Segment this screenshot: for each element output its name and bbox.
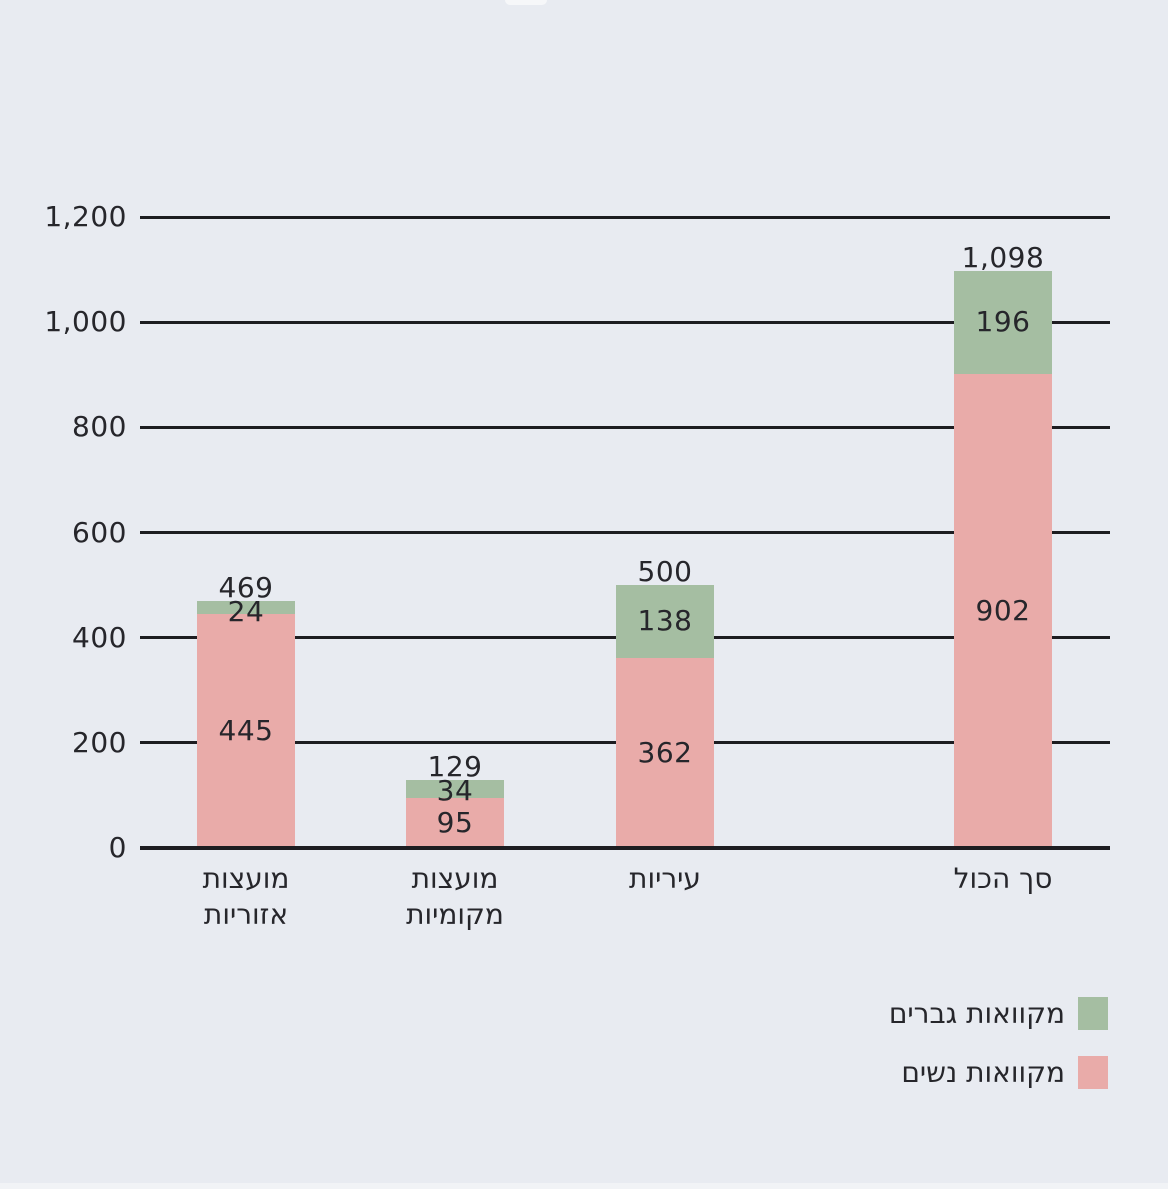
bar-women-value-label: 445 (218, 714, 274, 747)
x-axis-category-label: עיריות (629, 862, 701, 895)
bar-women-value-label: 902 (975, 593, 1031, 627)
bar-women-value-label: 362 (637, 735, 693, 769)
legend-label-women: מקוואות נשים (901, 1056, 1065, 1089)
bar-women-value-label: 95 (436, 806, 474, 840)
gridline-800 (140, 425, 1110, 429)
bar-segment-women-1 (406, 798, 504, 848)
gridline-600 (140, 531, 1110, 534)
x-axis-baseline (140, 846, 1110, 850)
bar-segment-women-2 (616, 657, 714, 848)
legend-swatch-women-icon (1078, 1056, 1108, 1089)
x-axis-category-label: סך הכול (953, 862, 1053, 895)
cropped-element-top (505, 0, 547, 5)
gridline-1000 (140, 320, 1110, 324)
bar-segment-men-0 (197, 601, 295, 614)
bar-segment-men-3 (954, 270, 1052, 374)
bar-total-label: 469 (218, 571, 274, 605)
bar-men-value-label: 24 (227, 595, 265, 629)
bar-segment-women-0 (197, 614, 295, 848)
y-axis-tick-label: 1,200 (44, 200, 127, 233)
bar-men-value-label: 196 (975, 305, 1031, 339)
y-axis-tick-label: 600 (72, 515, 127, 549)
bar-segment-men-1 (406, 780, 504, 799)
cropped-element-bottom (0, 1183, 1168, 1189)
y-axis-tick-label: 0 (108, 831, 127, 864)
gridline-1200 (140, 215, 1110, 219)
bar-segment-women-3 (954, 373, 1052, 848)
legend: מקוואות גברים מקוואות נשים (889, 997, 1108, 1089)
y-axis-tick-label: 200 (72, 725, 127, 759)
x-axis-category-label: מועצות אזוריות (202, 862, 290, 931)
bar-men-value-label: 34 (436, 774, 474, 808)
legend-item-women: מקוואות נשים (901, 1056, 1108, 1089)
y-axis-tick-label: 1,000 (44, 305, 127, 339)
bar-total-label: 500 (637, 555, 693, 589)
bar-total-label: 1,098 (961, 240, 1045, 274)
y-axis-tick-label: 800 (72, 410, 127, 444)
legend-label-men: מקוואות גברים (888, 997, 1065, 1030)
bar-men-value-label: 138 (637, 604, 693, 638)
y-axis-tick-label: 400 (72, 620, 127, 654)
x-axis-category-label: מועצות מקומיות (406, 862, 504, 931)
bar-segment-men-2 (616, 585, 714, 658)
legend-item-men: מקוואות גברים (889, 997, 1108, 1030)
legend-swatch-men-icon (1078, 997, 1108, 1030)
bar-total-label: 129 (427, 750, 483, 784)
